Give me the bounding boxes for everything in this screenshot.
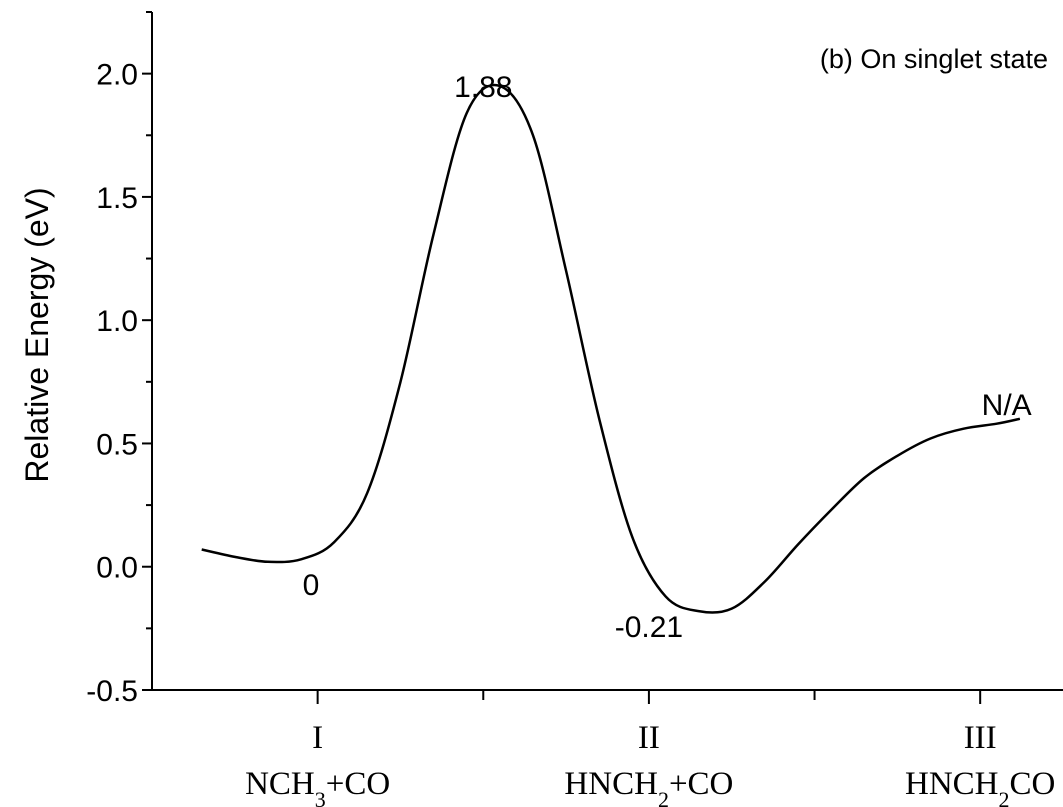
y-tick-label: 1.0 [96, 305, 138, 338]
chart-title: (b) On singlet state [820, 44, 1048, 74]
x-ticks: I NCH3+CO II HNCH2+CO III HNCH2CO [245, 690, 1055, 807]
energy-curve [201, 83, 1021, 614]
data-labels: 1.88 0 -0.21 N/A [303, 71, 1032, 644]
data-label: 0 [303, 569, 320, 602]
x-tick-species: HNCH2CO [905, 766, 1055, 807]
y-tick-label: -0.5 [86, 675, 138, 708]
y-tick-label: 1.5 [96, 182, 138, 215]
axes [151, 12, 1063, 691]
y-tick-label: 2.0 [96, 59, 138, 92]
x-tick-roman: II [638, 720, 660, 756]
data-label: -0.21 [615, 611, 683, 644]
y-axis-label: Relative Energy (eV) [19, 187, 55, 482]
y-tick-label: 0.0 [96, 552, 138, 585]
data-label: N/A [982, 389, 1032, 422]
data-label: 1.88 [454, 71, 512, 104]
x-tick-roman: III [964, 720, 997, 756]
x-tick-species: NCH3+CO [245, 766, 390, 807]
y-ticks: -0.5 0.0 0.5 1.0 1.5 2.0 [86, 11, 152, 708]
x-tick-roman: I [312, 720, 323, 756]
x-tick-species: HNCH2+CO [564, 766, 733, 807]
y-tick-label: 0.5 [96, 428, 138, 461]
